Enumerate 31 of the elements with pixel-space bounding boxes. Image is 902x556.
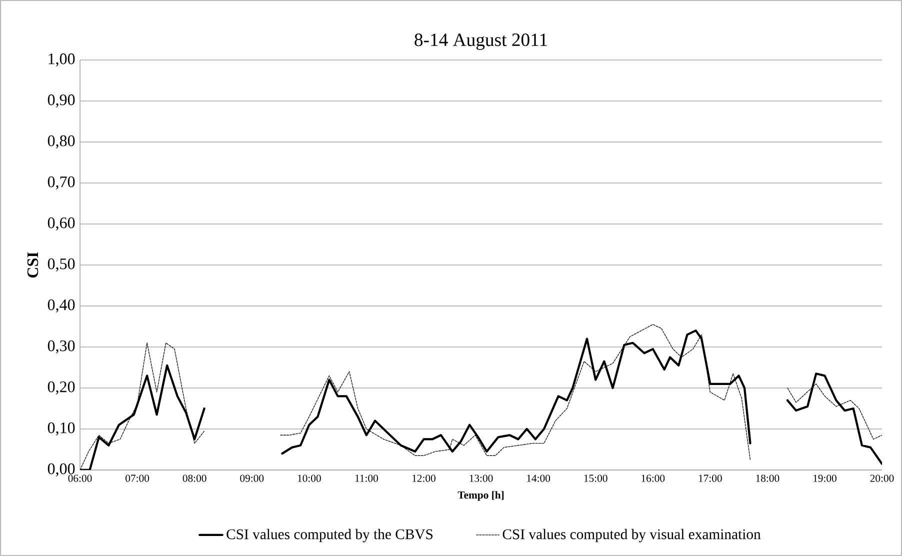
y-tick-label: 0,10: [48, 422, 75, 436]
x-tick-label: 20:00: [870, 474, 894, 482]
y-tick-label: 0,90: [48, 94, 75, 108]
y-tick-label: 0,50: [48, 258, 75, 272]
x-tick-label: 11:00: [355, 474, 378, 482]
y-tick-label: 0,80: [48, 135, 75, 149]
x-tick-label: 12:00: [412, 474, 436, 482]
y-tick-label: 0,00: [48, 463, 75, 477]
x-tick-label: 10:00: [298, 474, 321, 482]
x-axis-title: Tempo [h]: [458, 491, 504, 501]
x-tick-label: 06:00: [68, 474, 92, 482]
y-tick-label: 0,20: [48, 381, 75, 395]
x-tick-label: 14:00: [527, 474, 550, 482]
chart-title: 8-14 August 2011: [414, 33, 547, 50]
y-tick-label: 1,00: [48, 53, 75, 67]
x-tick-label: 17:00: [698, 474, 722, 482]
x-tick-label: 13:00: [470, 474, 493, 482]
legend-label: CSI values computed by visual examination: [502, 528, 761, 542]
x-tick-label: 19:00: [814, 474, 836, 482]
x-tick-label: 15:00: [584, 474, 608, 482]
x-tick-label: 16:00: [642, 474, 665, 482]
x-tick-label: 08:00: [182, 474, 206, 482]
y-axis-title: CSI: [27, 252, 38, 278]
y-tick-label: 0,60: [48, 217, 75, 231]
y-tick-label: 0,30: [48, 340, 75, 354]
x-tick-label: 18:00: [756, 474, 780, 482]
legend-label: CSI values computed by the CBVS: [226, 528, 433, 542]
y-tick-label: 0,70: [48, 176, 75, 190]
x-tick-label: 07:00: [126, 474, 150, 482]
y-tick-label: 0,40: [48, 299, 75, 313]
x-tick-label: 09:00: [240, 474, 264, 482]
